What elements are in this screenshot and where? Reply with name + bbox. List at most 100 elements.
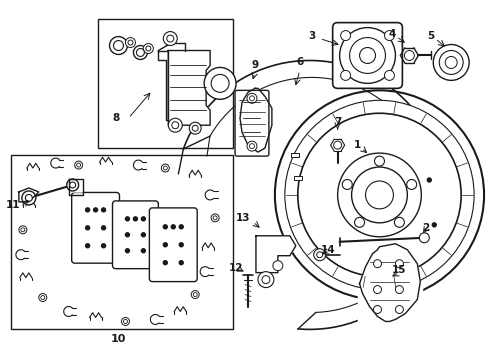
Text: 8: 8 [112, 113, 119, 123]
Circle shape [142, 249, 146, 253]
Bar [291, 153, 299, 157]
Text: 9: 9 [251, 60, 259, 71]
Bar [294, 176, 302, 180]
Circle shape [373, 285, 382, 293]
Circle shape [136, 49, 145, 57]
Circle shape [125, 217, 129, 221]
Circle shape [39, 293, 47, 302]
Text: 5: 5 [428, 31, 435, 41]
Circle shape [86, 208, 90, 212]
Polygon shape [19, 188, 39, 198]
Bar [11, 155, 233, 329]
Text: 12: 12 [229, 263, 243, 273]
Polygon shape [69, 179, 83, 192]
Circle shape [110, 37, 127, 54]
Text: 1: 1 [354, 140, 361, 150]
Circle shape [133, 45, 147, 59]
Circle shape [21, 228, 25, 232]
Circle shape [123, 319, 127, 323]
Text: 10: 10 [111, 334, 126, 345]
Circle shape [213, 216, 217, 220]
Circle shape [360, 48, 375, 63]
Circle shape [355, 217, 365, 227]
Circle shape [317, 252, 323, 258]
Circle shape [314, 249, 326, 261]
Circle shape [341, 31, 350, 41]
Circle shape [179, 261, 183, 265]
Circle shape [76, 163, 81, 167]
Text: 15: 15 [392, 265, 407, 275]
Circle shape [385, 31, 394, 41]
Circle shape [247, 141, 257, 151]
Text: 2: 2 [422, 223, 429, 233]
Circle shape [275, 90, 484, 300]
Circle shape [349, 37, 386, 73]
Circle shape [343, 180, 352, 189]
Circle shape [445, 57, 457, 68]
Text: 3: 3 [308, 31, 316, 41]
Circle shape [25, 194, 32, 201]
Circle shape [101, 226, 105, 230]
Circle shape [86, 244, 90, 248]
Circle shape [211, 214, 219, 222]
Circle shape [204, 67, 236, 99]
Circle shape [262, 276, 270, 284]
Circle shape [211, 75, 229, 92]
Polygon shape [240, 88, 272, 152]
Circle shape [22, 191, 36, 205]
Circle shape [340, 28, 395, 84]
Text: 7: 7 [334, 117, 342, 127]
Circle shape [163, 243, 167, 247]
Polygon shape [256, 236, 296, 273]
Circle shape [249, 144, 254, 149]
Text: 4: 4 [389, 28, 396, 39]
Circle shape [334, 141, 342, 149]
Circle shape [86, 226, 90, 230]
Circle shape [404, 50, 415, 60]
Circle shape [122, 318, 129, 325]
Circle shape [247, 93, 257, 103]
Circle shape [394, 217, 404, 227]
Circle shape [374, 156, 385, 166]
Circle shape [125, 37, 135, 48]
Circle shape [144, 44, 153, 54]
Circle shape [179, 225, 183, 229]
Circle shape [125, 233, 129, 237]
FancyBboxPatch shape [113, 201, 158, 269]
Circle shape [67, 179, 78, 191]
Circle shape [101, 208, 105, 212]
Circle shape [191, 291, 199, 298]
Circle shape [273, 261, 283, 271]
FancyBboxPatch shape [149, 208, 197, 282]
Circle shape [19, 226, 27, 234]
Circle shape [258, 272, 274, 288]
Circle shape [189, 122, 201, 134]
Circle shape [172, 122, 179, 129]
Circle shape [74, 161, 83, 169]
Circle shape [249, 96, 254, 101]
Circle shape [167, 35, 174, 42]
Bar [98, 19, 233, 148]
Circle shape [94, 208, 98, 212]
Circle shape [298, 113, 461, 276]
Circle shape [101, 244, 105, 248]
Circle shape [338, 153, 421, 237]
Circle shape [395, 260, 403, 268]
Text: 14: 14 [320, 245, 335, 255]
Circle shape [163, 32, 177, 45]
Circle shape [433, 45, 469, 80]
Circle shape [395, 306, 403, 314]
Circle shape [427, 178, 431, 182]
Circle shape [163, 225, 167, 229]
Circle shape [366, 181, 393, 209]
Circle shape [432, 223, 436, 227]
Polygon shape [358, 247, 422, 321]
Polygon shape [168, 50, 210, 125]
FancyBboxPatch shape [72, 193, 120, 263]
Polygon shape [158, 50, 168, 120]
Circle shape [41, 296, 45, 300]
Circle shape [341, 71, 350, 80]
Circle shape [125, 249, 129, 253]
Circle shape [142, 233, 146, 237]
Circle shape [352, 167, 407, 223]
